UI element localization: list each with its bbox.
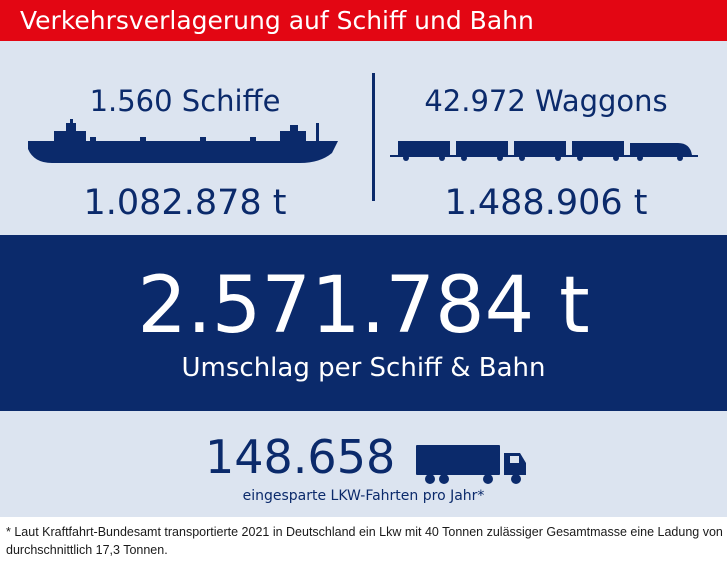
truck-savings-panel: 148.658 eingesparte LKW-Fahrten pro Jahr… [0, 411, 727, 517]
train-icon [390, 141, 698, 161]
truck-trips-label: eingesparte LKW-Fahrten pro Jahr* [242, 488, 485, 504]
page-title: Verkehrsverlagerung auf Schiff und Bahn [0, 0, 727, 41]
total-panel: 2.571.784 t Umschlag per Schiff & Bahn [0, 235, 727, 411]
total-label: Umschlag per Schiff & Bahn [181, 353, 546, 383]
truck-trips-value: 148.658 [205, 430, 396, 484]
total-tonnage: 2.571.784 t [137, 261, 590, 351]
mode-comparison-panel: 1.560 Schiffe 1.082.878 t 42.972 Waggons… [0, 41, 727, 235]
rail-count: 42.972 Waggons [424, 84, 668, 118]
truck-icon [416, 445, 526, 484]
ships-tonnage: 1.082.878 t [83, 183, 287, 223]
rail-tonnage: 1.488.906 t [444, 183, 648, 223]
ship-icon [28, 119, 338, 163]
ships-count: 1.560 Schiffe [89, 84, 281, 118]
footnote: * Laut Kraftfahrt-Bundesamt transportier… [6, 525, 723, 557]
column-divider [372, 73, 375, 201]
